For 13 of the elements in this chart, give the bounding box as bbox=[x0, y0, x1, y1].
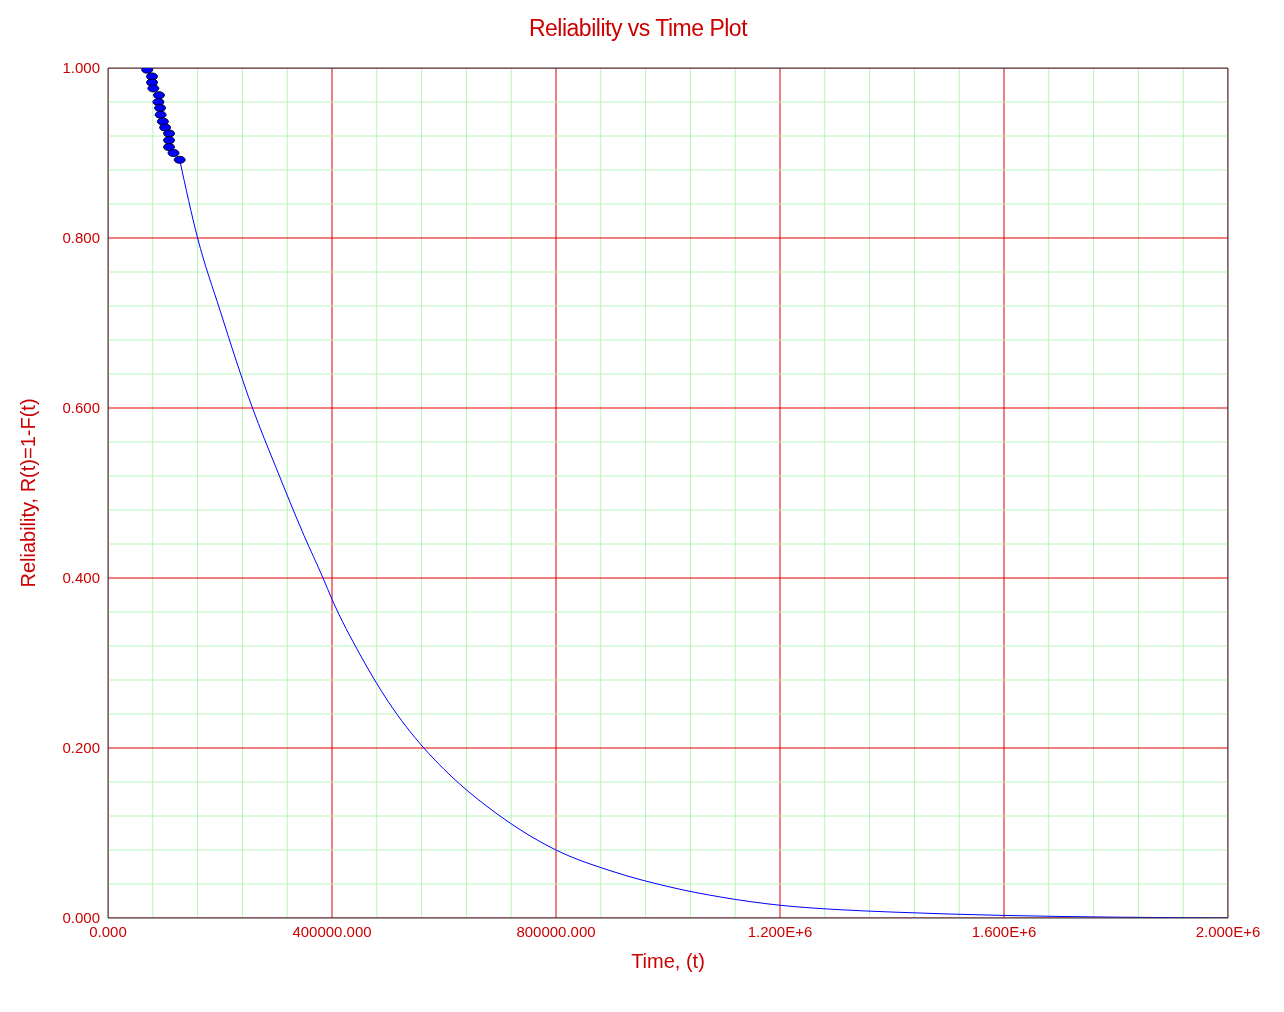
y-tick-label: 1.000 bbox=[62, 59, 100, 77]
x-tick-label: 1.600E+6 bbox=[971, 922, 1037, 940]
y-axis-title: Reliability, R(t)=1-F(t) bbox=[17, 398, 40, 588]
x-tick-label: 2.000E+6 bbox=[1195, 922, 1261, 940]
x-tick-label: 400000.000 bbox=[292, 922, 372, 940]
y-tick-label: 0.200 bbox=[62, 739, 100, 757]
x-axis-title: Time, (t) bbox=[631, 950, 705, 972]
y-tick-label: 0.600 bbox=[62, 399, 100, 417]
y-tick-label: 0.800 bbox=[62, 229, 100, 247]
x-tick-label: 800000.000 bbox=[516, 922, 596, 940]
chart-title: Reliability vs Time Plot bbox=[527, 14, 749, 43]
y-tick-label: 0.400 bbox=[62, 569, 100, 587]
x-tick-label: 1.200E+6 bbox=[747, 922, 813, 940]
